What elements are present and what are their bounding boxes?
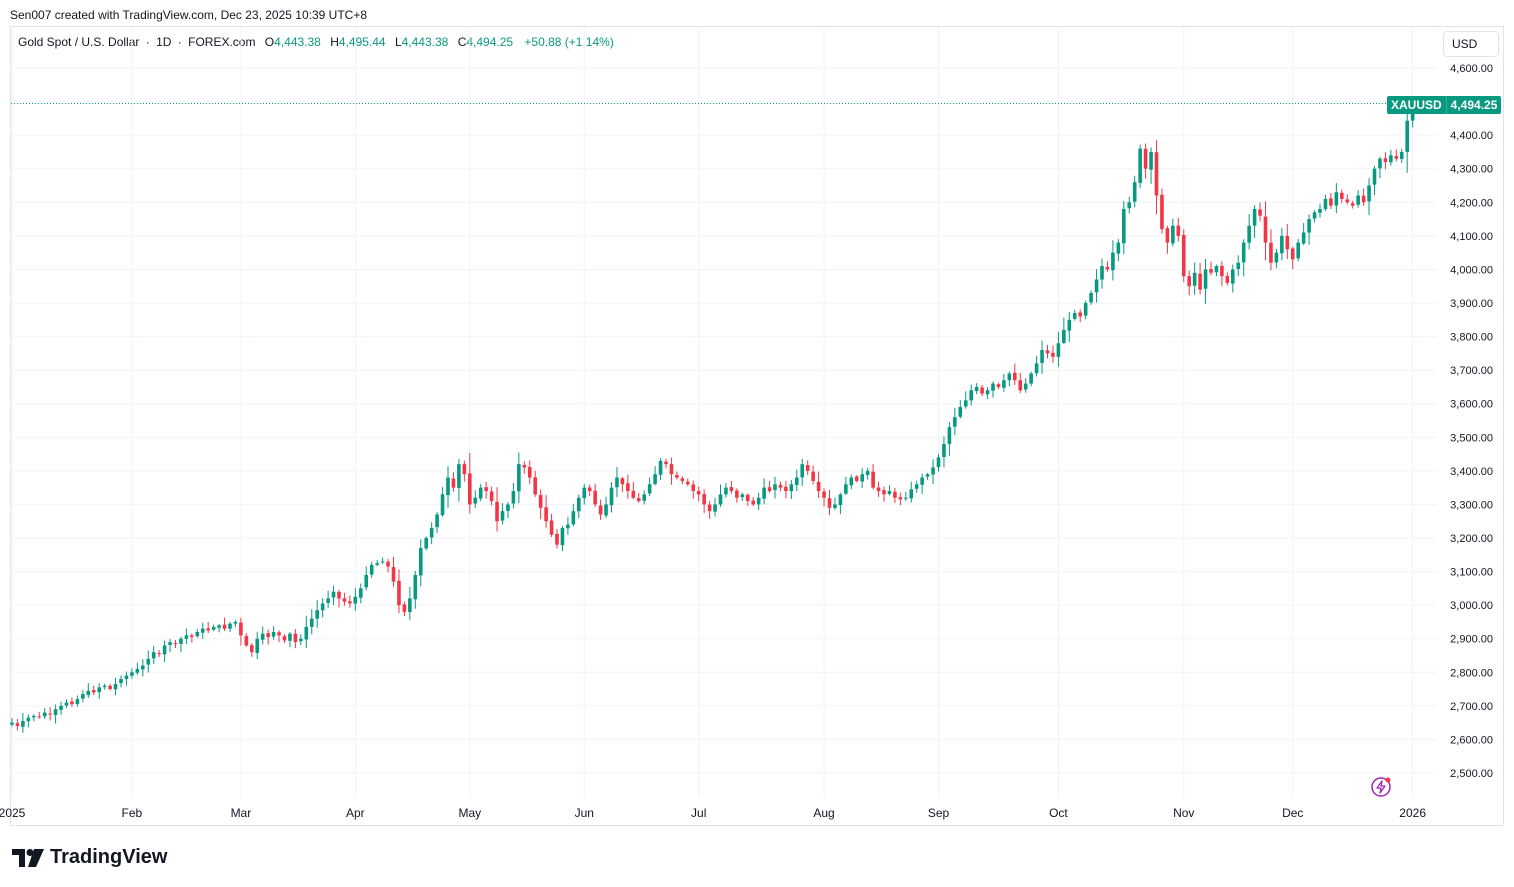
legend-change: +50.88 (+1.14%) <box>524 35 614 49</box>
tradingview-logo-icon <box>12 848 44 867</box>
legend-close-label: C <box>457 35 467 49</box>
currency-button[interactable]: USD <box>1443 31 1499 57</box>
legend-interval[interactable]: 1D <box>156 35 172 49</box>
legend-separator: · <box>177 35 182 49</box>
legend-low-label: L <box>394 35 402 49</box>
legend-open-label: O <box>264 35 275 49</box>
last-price-tag: XAUUSD 4,494.25 <box>1387 96 1502 114</box>
legend-open-value: 4,443.38 <box>274 35 321 49</box>
last-price-symbol: XAUUSD <box>1387 96 1447 114</box>
legend-exchange: FOREX.com <box>188 35 256 49</box>
flash-icon[interactable] <box>1370 776 1392 798</box>
legend-high-label: H <box>330 35 339 49</box>
legend-symbol[interactable]: Gold Spot / U.S. Dollar <box>18 35 140 49</box>
legend-separator: · <box>145 35 150 49</box>
chart-attribution: Sen007 created with TradingView.com, Dec… <box>10 8 367 22</box>
tradingview-logo[interactable]: TradingView <box>12 846 167 869</box>
symbol-legend: Gold Spot / U.S. Dollar · 1D · FOREX.com… <box>18 35 614 49</box>
legend-low-value: 4,443.38 <box>401 35 449 49</box>
legend-high-value: 4,495.44 <box>338 35 386 49</box>
last-price-value: 4,494.25 <box>1446 96 1502 114</box>
tradingview-wordmark: TradingView <box>50 846 168 868</box>
chart-frame <box>10 26 1504 826</box>
legend-close-value: 4,494.25 <box>466 35 514 49</box>
currency-label: USD <box>1452 37 1478 51</box>
